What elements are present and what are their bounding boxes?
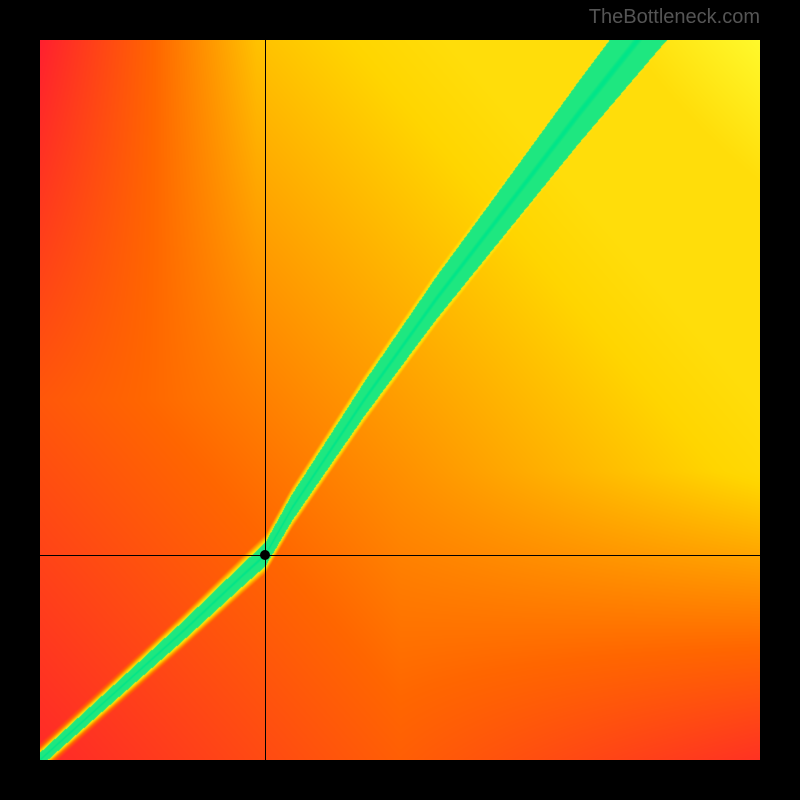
crosshair-vertical: [265, 40, 266, 760]
heatmap-canvas: [40, 40, 760, 760]
watermark-text: TheBottleneck.com: [589, 6, 760, 29]
marker-point: [260, 550, 270, 560]
crosshair-horizontal: [40, 555, 760, 556]
heatmap-plot: [40, 40, 760, 760]
